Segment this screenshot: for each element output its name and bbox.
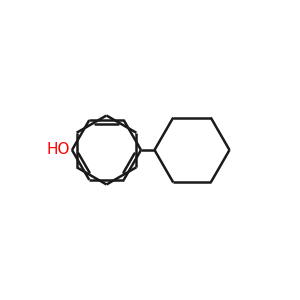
Text: HO: HO: [46, 142, 70, 158]
